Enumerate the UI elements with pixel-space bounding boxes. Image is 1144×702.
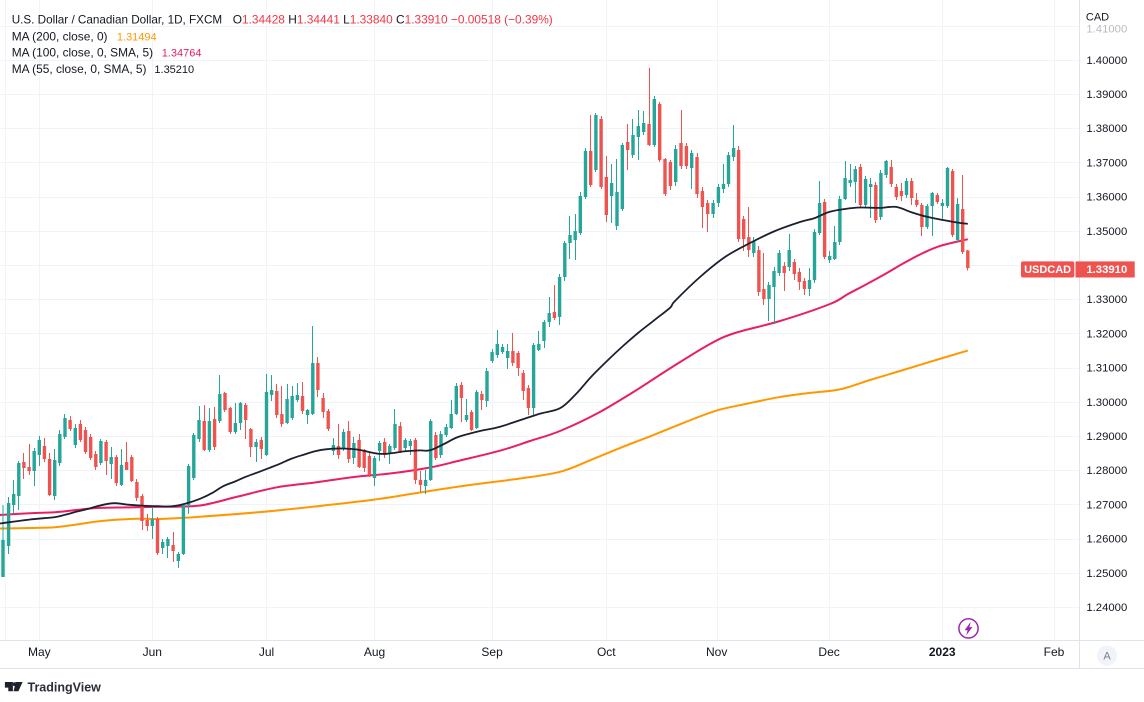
svg-text:Dec: Dec: [818, 645, 839, 659]
svg-text:1.40000: 1.40000: [1086, 55, 1127, 67]
svg-text:Jul: Jul: [259, 645, 274, 659]
svg-text:CAD: CAD: [1086, 12, 1109, 24]
svg-text:1.38000: 1.38000: [1086, 123, 1127, 135]
svg-text:1.33000: 1.33000: [1086, 294, 1127, 306]
svg-text:MA (100, close, 0, SMA, 5): MA (100, close, 0, SMA, 5): [12, 46, 153, 60]
svg-text:Feb: Feb: [1044, 645, 1065, 659]
svg-text:1.36000: 1.36000: [1086, 192, 1127, 204]
svg-text:1.31494: 1.31494: [117, 31, 157, 43]
svg-text:1.33910: 1.33910: [1086, 264, 1127, 276]
svg-text:1.31000: 1.31000: [1086, 363, 1127, 375]
svg-text:Jun: Jun: [143, 645, 162, 659]
svg-text:1.37000: 1.37000: [1086, 157, 1127, 169]
svg-text:1.39000: 1.39000: [1086, 89, 1127, 101]
svg-text:May: May: [28, 645, 51, 659]
svg-text:1.25000: 1.25000: [1086, 568, 1127, 580]
svg-text:A: A: [1103, 651, 1111, 663]
svg-text:MA (200, close, 0): MA (200, close, 0): [12, 29, 108, 43]
svg-text:1.34764: 1.34764: [162, 48, 202, 60]
svg-text:2023: 2023: [929, 645, 956, 659]
svg-text:Nov: Nov: [706, 645, 727, 659]
svg-text:TradingView: TradingView: [28, 681, 102, 695]
svg-text:Aug: Aug: [364, 645, 385, 659]
svg-text:1.35210: 1.35210: [154, 64, 194, 76]
svg-text:1.30000: 1.30000: [1086, 397, 1127, 409]
svg-text:1.24000: 1.24000: [1086, 602, 1127, 614]
svg-text:U.S. Dollar / Canadian Dollar,: U.S. Dollar / Canadian Dollar, 1D, FXCM: [12, 14, 222, 27]
svg-text:Oct: Oct: [597, 645, 616, 659]
svg-text:1.32000: 1.32000: [1086, 328, 1127, 340]
svg-text:1.28000: 1.28000: [1086, 465, 1127, 477]
svg-text:1.29000: 1.29000: [1086, 431, 1127, 443]
svg-text:O1.34428 H1.34441 L1.33840: O1.34428 H1.34441 L1.33840 C1.33910 −0.0…: [233, 13, 553, 27]
svg-text:1.26000: 1.26000: [1086, 534, 1127, 546]
svg-text:1.35000: 1.35000: [1086, 226, 1127, 238]
svg-text:Sep: Sep: [481, 645, 503, 659]
svg-text:USDCAD: USDCAD: [1024, 264, 1071, 276]
svg-text:1.27000: 1.27000: [1086, 499, 1127, 511]
svg-text:1.41000: 1.41000: [1086, 24, 1127, 36]
svg-text:MA (55, close, 0, SMA, 5): MA (55, close, 0, SMA, 5): [12, 62, 147, 76]
